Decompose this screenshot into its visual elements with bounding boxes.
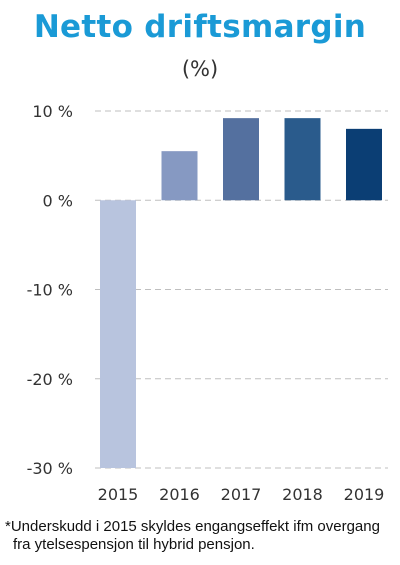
x-category-label: 2019 [344, 485, 385, 504]
y-tick-label: -30 % [27, 459, 73, 478]
x-axis-categories: 2015 2016 2017 2018 2019 [98, 485, 385, 504]
x-category-label: 2017 [221, 485, 262, 504]
y-axis-ticks: 10 % 0 % -10 % -20 % -30 % [27, 102, 73, 478]
y-tick-label: 10 % [32, 102, 73, 121]
footnote: *Underskudd i 2015 skyldes engangseffekt… [5, 518, 397, 554]
bar-2016 [161, 151, 198, 201]
bar-2017 [223, 118, 259, 201]
y-tick-label: -10 % [27, 281, 73, 300]
footnote-line-1: *Underskudd i 2015 skyldes engangseffekt… [5, 518, 380, 535]
x-category-label: 2016 [159, 485, 200, 504]
bar-2018 [284, 118, 321, 201]
y-tick-label: 0 % [43, 191, 73, 210]
x-category-label: 2018 [282, 485, 323, 504]
x-category-label: 2015 [98, 485, 139, 504]
chart-subtitle: (%) [181, 57, 219, 81]
bar-2015 [100, 200, 136, 468]
gridlines [95, 110, 388, 469]
chart-title: Netto driftsmargin [33, 9, 367, 45]
bar-2019 [346, 128, 382, 201]
y-tick-label: -20 % [27, 370, 73, 389]
bars [100, 118, 382, 468]
footnote-line-2: fra ytelsespensjon til hybrid pensjon. [13, 536, 255, 553]
